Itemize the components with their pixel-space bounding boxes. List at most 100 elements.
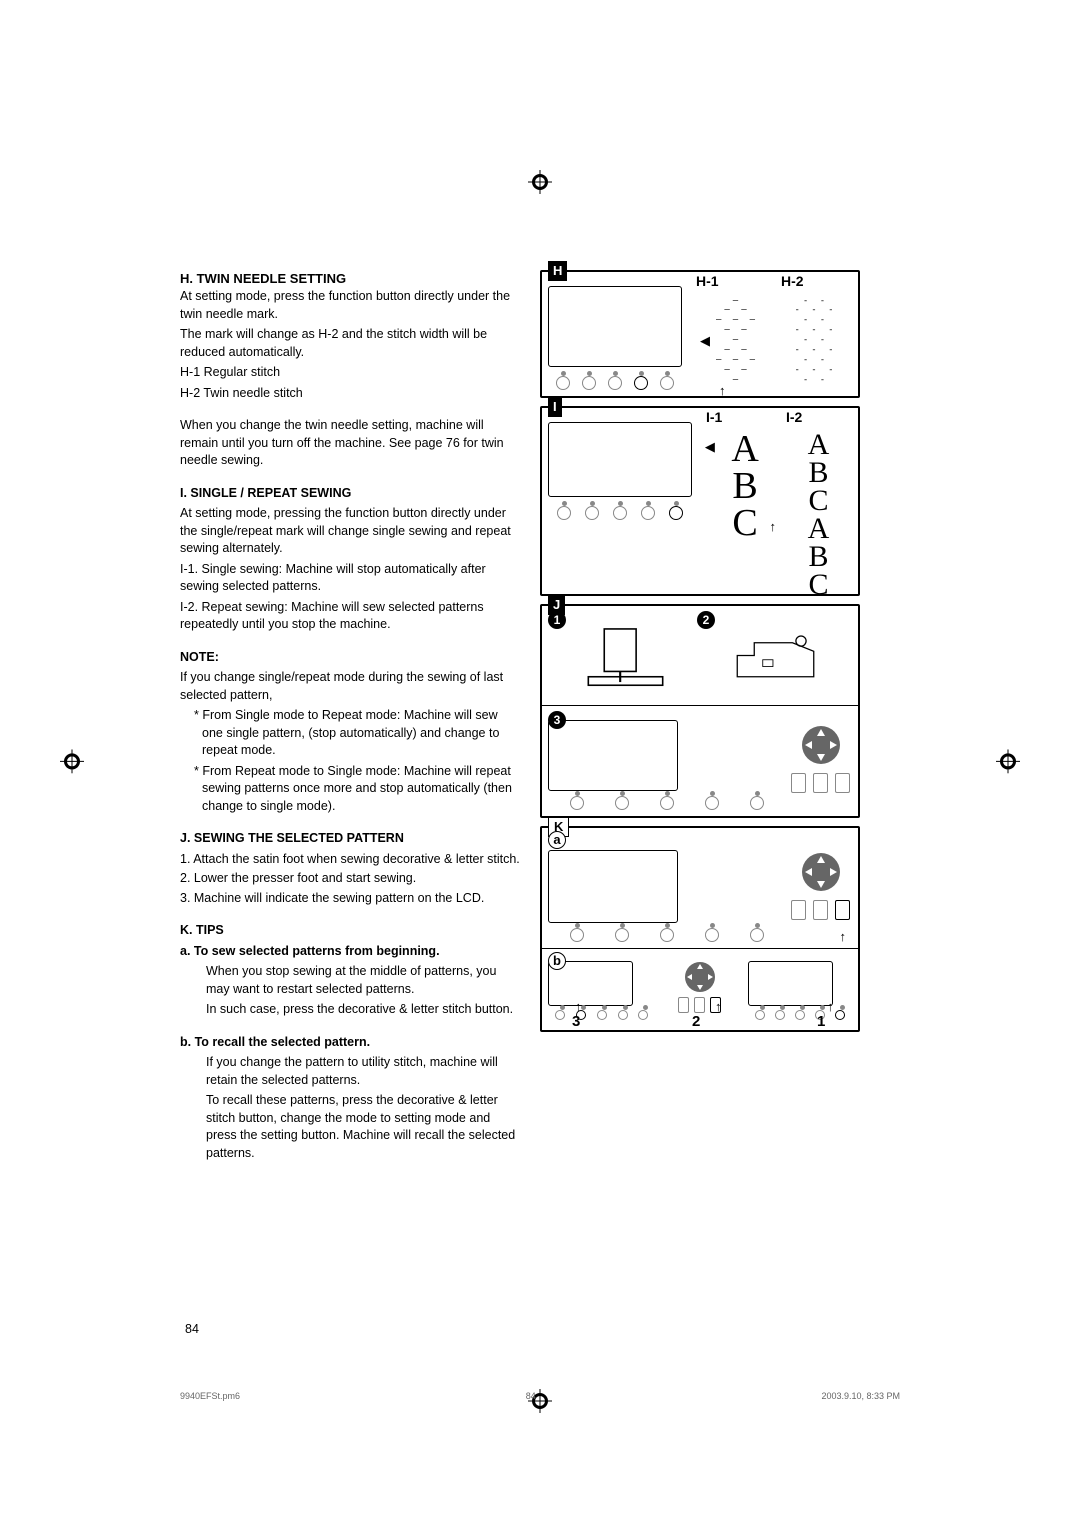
- mode-button-icon: [835, 773, 850, 793]
- body-text: At setting mode, press the function butt…: [180, 288, 520, 323]
- mode-button-icon: [835, 900, 850, 920]
- button-icon: [634, 376, 648, 390]
- subfigure-i1: I-1 ◀ABC: [698, 408, 778, 594]
- button-icon: [585, 506, 599, 520]
- button-icon: [795, 1010, 805, 1020]
- up-arrow-icon: ↑: [770, 518, 777, 536]
- body-text: If you change single/repeat mode during …: [180, 669, 520, 704]
- subfigure-label: I-2: [778, 408, 802, 428]
- button-icon: [570, 928, 584, 942]
- step-number-icon: 1: [548, 611, 566, 629]
- body-text: To recall these patterns, press the deco…: [180, 1092, 520, 1162]
- button-icon: [582, 376, 596, 390]
- button-icon: [615, 796, 629, 810]
- stitch-pattern-icon: –– –– – –– ––– –– – –– ––: [713, 292, 761, 391]
- stitch-pattern-icon: - -- - -- -- - -- -- - -- -- - -- -: [791, 292, 839, 391]
- button-icon: [660, 796, 674, 810]
- lcd-screen-icon: [548, 720, 678, 791]
- button-icon: [557, 506, 571, 520]
- step-number: 1: [817, 1011, 825, 1032]
- mode-button-icon: [791, 773, 806, 793]
- mode-button-icon: [813, 773, 828, 793]
- sewing-machine-icon: [733, 618, 818, 693]
- body-text: The mark will change as H-2 and the stit…: [180, 326, 520, 361]
- subfigure-i2: I-2 ABCABC: [778, 408, 858, 594]
- button-icon: [556, 376, 570, 390]
- button-icon: [638, 1010, 648, 1020]
- up-arrow-icon: ↑: [827, 998, 834, 1016]
- button-icon: [660, 928, 674, 942]
- button-row: [742, 1008, 858, 1020]
- footer-datetime: 2003.9.10, 8:33 PM: [821, 1390, 900, 1403]
- figure-label: H: [548, 261, 567, 281]
- heading-i: I. SINGLE / REPEAT SEWING: [180, 485, 520, 503]
- page-number: 84: [185, 1321, 199, 1339]
- subfigure-h1: H-1 ◀–– –– – –– ––– –– – –– ––: [688, 272, 773, 396]
- step-number: 2: [692, 1011, 700, 1032]
- presser-foot-icon: [583, 618, 668, 693]
- button-icon: [597, 1010, 607, 1020]
- button-icon: [705, 796, 719, 810]
- button-icon: [641, 506, 655, 520]
- footer-filename: 9940EFSt.pm6: [180, 1390, 240, 1403]
- subfigure-label: a: [548, 831, 566, 849]
- button-icon: [618, 1010, 628, 1020]
- mode-button-icon: [813, 900, 828, 920]
- up-arrow-icon: ↑: [575, 998, 582, 1016]
- subheading: a. To sew selected patterns from beginni…: [180, 943, 520, 961]
- figure-j: J 1 2 3: [540, 604, 860, 818]
- mode-button-icon: [678, 997, 689, 1013]
- registration-mark: [528, 170, 552, 199]
- figure-k: K a: [540, 826, 860, 1032]
- direction-pad-icon: [800, 724, 842, 766]
- figure-i: I ↑ I-1 ◀ABC I-2: [540, 406, 860, 596]
- button-row: [542, 373, 688, 396]
- button-row: [542, 925, 791, 948]
- body-text: When you change the twin needle setting,…: [180, 417, 520, 470]
- subfigure-label: I-1: [698, 408, 722, 428]
- heading-h: H. TWIN NEEDLE SETTING: [180, 270, 520, 288]
- subfigure-label: b: [548, 952, 566, 970]
- mode-button-icon: [791, 900, 806, 920]
- list-item: 2. Lower the presser foot and start sewi…: [180, 870, 520, 888]
- button-icon: [755, 1010, 765, 1020]
- body-text: I-2. Repeat sewing: Machine will sew sel…: [180, 599, 520, 634]
- direction-pad-icon: [683, 960, 717, 994]
- body-text: In such case, press the decorative & let…: [180, 1001, 520, 1019]
- registration-mark: [60, 749, 84, 778]
- body-text: H-2 Twin needle stitch: [180, 385, 520, 403]
- direction-pad-icon: [800, 851, 842, 893]
- heading-k: K. TIPS: [180, 922, 520, 940]
- triangle-icon: ◀: [705, 428, 715, 456]
- list-item: 3. Machine will indicate the sewing patt…: [180, 890, 520, 908]
- button-icon: [615, 928, 629, 942]
- button-icon: [613, 506, 627, 520]
- heading-j: J. SEWING THE SELECTED PATTERN: [180, 830, 520, 848]
- footer: 9940EFSt.pm6 84 2003.9.10, 8:33 PM: [180, 1390, 900, 1403]
- body-text: H-1 Regular stitch: [180, 364, 520, 382]
- button-icon: [835, 1010, 845, 1020]
- figure-column: H ↑ H-1 ◀–– –– – –– ––– –– – –– ––: [540, 270, 860, 1165]
- step-number-icon: 3: [548, 711, 566, 729]
- abc-text: ABCABC: [797, 428, 839, 596]
- registration-mark: [996, 749, 1020, 778]
- lcd-screen-icon: [548, 422, 692, 497]
- up-arrow-icon: ↑: [840, 928, 847, 946]
- lcd-screen-icon: [548, 286, 682, 367]
- ordered-list: 1. Attach the satin foot when sewing dec…: [180, 851, 520, 908]
- button-row: [542, 793, 791, 816]
- text-column: H. TWIN NEEDLE SETTING At setting mode, …: [180, 270, 520, 1165]
- body-text: When you stop sewing at the middle of pa…: [180, 963, 520, 998]
- subfigure-label: H-2: [773, 272, 804, 292]
- lcd-screen-icon: [748, 961, 833, 1006]
- subheading: b. To recall the selected pattern.: [180, 1034, 520, 1052]
- body-text: If you change the pattern to utility sti…: [180, 1054, 520, 1089]
- footer-page: 84: [526, 1390, 536, 1403]
- body-text: I-1. Single sewing: Machine will stop au…: [180, 561, 520, 596]
- button-row: [542, 503, 698, 526]
- list-item: 1. Attach the satin foot when sewing dec…: [180, 851, 520, 869]
- button-icon: [705, 928, 719, 942]
- button-icon: [750, 796, 764, 810]
- subfigure-h2: H-2 - -- - -- -- - -- -- - -- -- - -- -: [773, 272, 858, 396]
- button-icon: [570, 796, 584, 810]
